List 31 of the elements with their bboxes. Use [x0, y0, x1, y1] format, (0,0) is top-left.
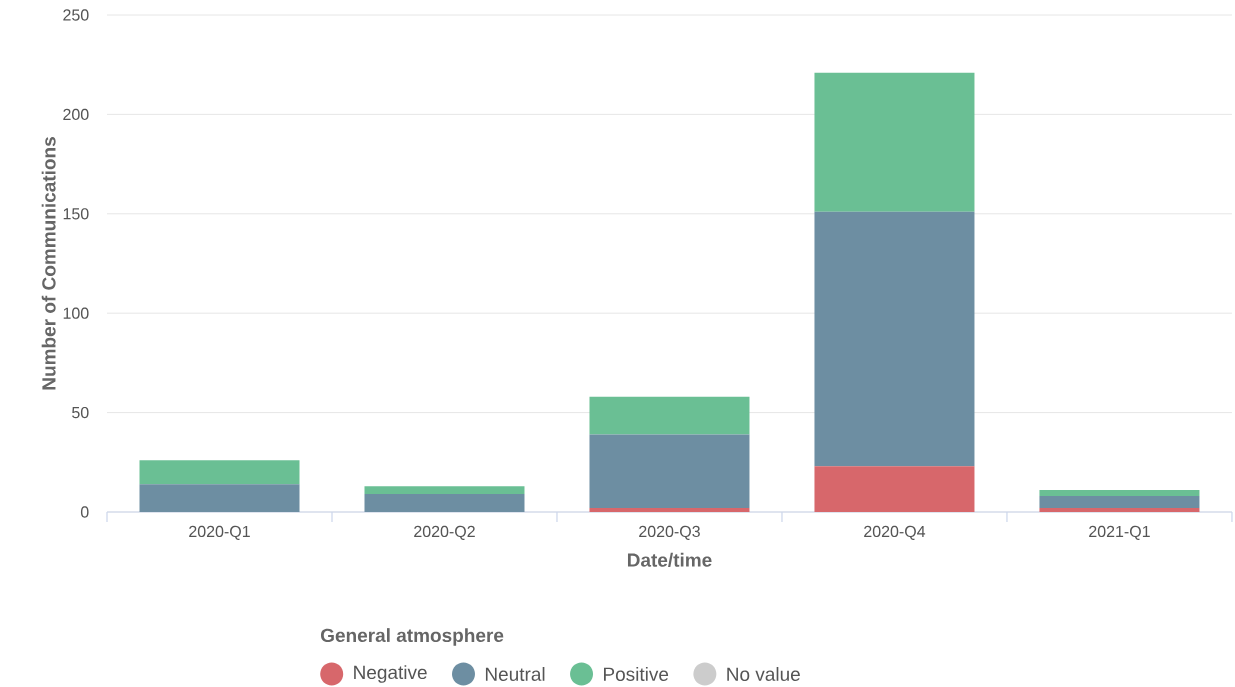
bar — [814, 72, 975, 212]
legend-label: Positive — [604, 667, 669, 681]
y-tick-label: 200 — [63, 108, 89, 121]
x-tick-label: 2020-Q3 — [639, 525, 700, 540]
y-tick-label: 0 — [80, 506, 89, 518]
bar — [589, 508, 750, 512]
x-tick-label: 2020-Q4 — [864, 525, 926, 540]
legend-title: General atmosphere — [320, 628, 504, 646]
y-axis-title: Number of Communications — [41, 137, 56, 390]
y-tick-label: 250 — [63, 9, 89, 21]
bar — [1039, 508, 1200, 512]
y-tick-label: 50 — [72, 406, 89, 419]
legend-label: Negative — [354, 665, 427, 683]
bar — [814, 466, 975, 512]
bar — [364, 494, 525, 512]
bar — [814, 211, 975, 467]
bar — [1039, 496, 1200, 509]
bar — [589, 434, 750, 509]
legend-label: No value — [727, 667, 800, 681]
x-tick-label: 2020-Q1 — [189, 525, 250, 540]
bar — [139, 484, 300, 512]
bar — [589, 396, 750, 435]
x-tick-label: 2021-Q1 — [1089, 525, 1150, 540]
legend-label: Neutral — [485, 667, 545, 681]
bar — [364, 486, 525, 495]
bar — [139, 460, 300, 485]
y-tick-label: 100 — [63, 307, 89, 319]
x-tick-label: 2020-Q2 — [414, 525, 475, 540]
y-tick-label: 150 — [63, 208, 89, 220]
bar — [1039, 490, 1200, 497]
x-axis-title: Date/time — [627, 552, 712, 567]
